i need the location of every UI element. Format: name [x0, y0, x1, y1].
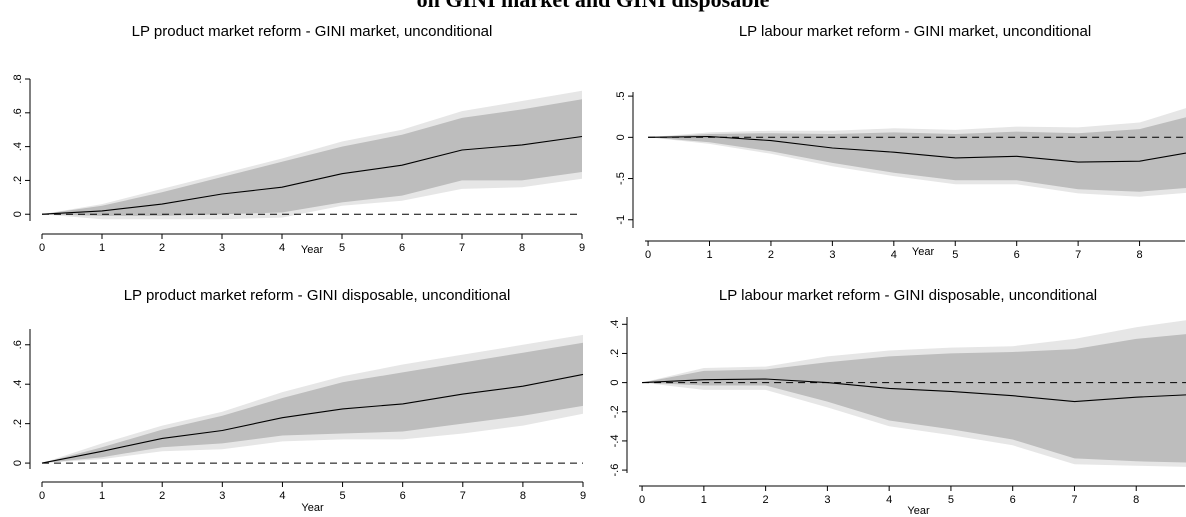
- x-tick-label: 2: [159, 490, 165, 502]
- x-tick-label: 7: [1071, 494, 1077, 506]
- x-tick-label: 0: [639, 494, 645, 506]
- x-tick-label: 5: [948, 494, 954, 506]
- y-tick-label: .6: [12, 108, 24, 117]
- x-tick-label: 2: [763, 494, 769, 506]
- confidence-band-inner: [648, 117, 1186, 192]
- x-tick-label: 6: [1014, 249, 1020, 261]
- y-tick-label: -.5: [615, 172, 627, 185]
- x-tick-label: 6: [1010, 494, 1016, 506]
- chart-labour-gini-disposable: LP labour market reform - GINI disposabl…: [609, 287, 1186, 517]
- x-tick-label: 9: [579, 242, 585, 254]
- y-tick-label: 0: [12, 460, 24, 466]
- chart-labour-gini-market: LP labour market reform - GINI market, u…: [615, 23, 1186, 261]
- x-tick-label: 2: [159, 242, 165, 254]
- impulse-response-line: [642, 378, 1186, 403]
- y-tick-label: .2: [609, 349, 621, 358]
- x-tick-label: 4: [886, 494, 892, 506]
- x-tick-label: 7: [1075, 249, 1081, 261]
- x-axis-label: Year: [301, 502, 324, 514]
- y-tick-label: .2: [12, 176, 24, 185]
- x-tick-label: 3: [829, 249, 835, 261]
- chart-product-gini-disposable: LP product market reform - GINI disposab…: [12, 287, 586, 514]
- y-tick-label: .6: [12, 340, 24, 349]
- chart-panel-product-gini-disposable: LP product market reform - GINI disposab…: [0, 276, 598, 517]
- x-tick-label: 1: [99, 490, 105, 502]
- x-tick-label: 3: [219, 490, 225, 502]
- x-tick-label: 5: [339, 242, 345, 254]
- x-tick-label: 6: [400, 490, 406, 502]
- y-tick-label: -.4: [609, 435, 621, 448]
- impulse-response-line: [41, 373, 584, 464]
- x-axis-label: Year: [912, 246, 935, 258]
- x-tick-label: 8: [520, 490, 526, 502]
- x-tick-label: 1: [701, 494, 707, 506]
- x-tick-label: 0: [645, 249, 651, 261]
- y-tick-label: .4: [609, 320, 621, 329]
- y-tick-label: .4: [12, 380, 24, 389]
- x-tick-label: 4: [279, 490, 285, 502]
- y-tick-label: 0: [12, 211, 24, 217]
- x-tick-label: 8: [519, 242, 525, 254]
- y-tick-label: -.6: [609, 464, 621, 477]
- y-tick-label: .8: [12, 74, 24, 83]
- x-tick-label: 8: [1133, 494, 1139, 506]
- figure-title-fragment: on GINI market and GINI disposable: [0, 0, 1186, 13]
- y-tick-label: .4: [12, 142, 24, 151]
- x-tick-label: 4: [279, 242, 285, 254]
- impulse-response-line: [648, 135, 1186, 163]
- chart-panel-product-gini-market: LP product market reform - GINI market, …: [0, 18, 598, 260]
- y-tick-label: -1: [615, 215, 627, 225]
- x-axis-label: Year: [301, 244, 324, 256]
- chart-title: LP labour market reform - GINI market, u…: [739, 23, 1091, 40]
- x-tick-label: 5: [339, 490, 345, 502]
- confidence-band-inner: [42, 342, 583, 464]
- x-tick-label: 7: [460, 490, 466, 502]
- x-tick-label: 3: [824, 494, 830, 506]
- x-tick-label: 0: [39, 242, 45, 254]
- y-tick-label: .2: [12, 419, 24, 428]
- x-tick-label: 1: [99, 242, 105, 254]
- chart-panel-labour-gini-market: LP labour market reform - GINI market, u…: [598, 18, 1186, 263]
- confidence-band-inner: [42, 99, 582, 216]
- x-tick-label: 8: [1137, 249, 1143, 261]
- x-tick-label: 1: [706, 249, 712, 261]
- x-tick-label: 9: [580, 490, 586, 502]
- x-tick-label: 2: [768, 249, 774, 261]
- confidence-band-inner: [642, 334, 1186, 463]
- y-tick-label: -.2: [609, 405, 621, 418]
- y-tick-label: 0: [615, 134, 627, 140]
- y-tick-label: .5: [615, 92, 627, 101]
- x-tick-label: 6: [399, 242, 405, 254]
- chart-title: LP product market reform - GINI disposab…: [124, 287, 511, 304]
- chart-panel-labour-gini-disposable: LP labour market reform - GINI disposabl…: [598, 276, 1186, 517]
- x-tick-label: 4: [891, 249, 897, 261]
- chart-title: LP product market reform - GINI market, …: [132, 23, 493, 40]
- y-tick-label: 0: [609, 380, 621, 386]
- chart-title: LP labour market reform - GINI disposabl…: [719, 287, 1097, 304]
- impulse-response-line: [41, 135, 583, 215]
- x-tick-label: 3: [219, 242, 225, 254]
- chart-product-gini-market: LP product market reform - GINI market, …: [12, 23, 585, 256]
- x-axis-label: Year: [907, 505, 930, 517]
- x-tick-label: 7: [459, 242, 465, 254]
- x-tick-label: 0: [39, 490, 45, 502]
- x-tick-label: 5: [952, 249, 958, 261]
